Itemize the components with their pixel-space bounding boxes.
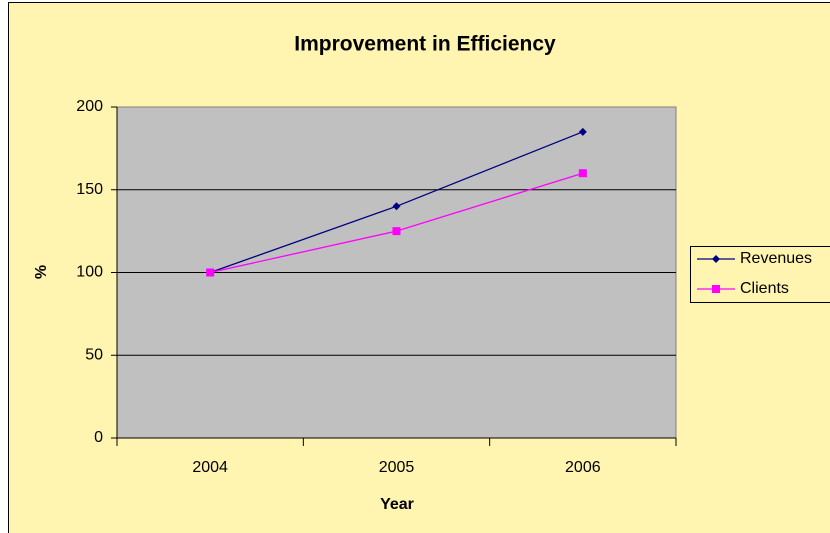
x-tick-label: 2006 (565, 459, 601, 476)
chart-title: Improvement in Efficiency (294, 33, 556, 56)
y-axis-title: % (33, 265, 50, 279)
y-tick-label: 100 (76, 264, 103, 281)
marker (206, 268, 215, 277)
legend-label: Clients (740, 280, 789, 297)
legend-label: Revenues (740, 250, 812, 267)
marker (578, 127, 587, 136)
x-tick-label: 2005 (379, 459, 415, 476)
y-tick-label: 0 (94, 429, 103, 446)
marker (392, 227, 401, 236)
marker (578, 169, 587, 178)
y-tick-label: 50 (85, 346, 103, 363)
legend-box (690, 246, 830, 303)
legend-marker (712, 285, 720, 293)
y-tick-label: 200 (76, 98, 103, 115)
y-tick-label: 150 (76, 181, 103, 198)
marker (392, 202, 401, 211)
legend-marker (712, 255, 720, 263)
x-axis-title: Year (380, 496, 414, 513)
x-tick-label: 2004 (192, 459, 228, 476)
